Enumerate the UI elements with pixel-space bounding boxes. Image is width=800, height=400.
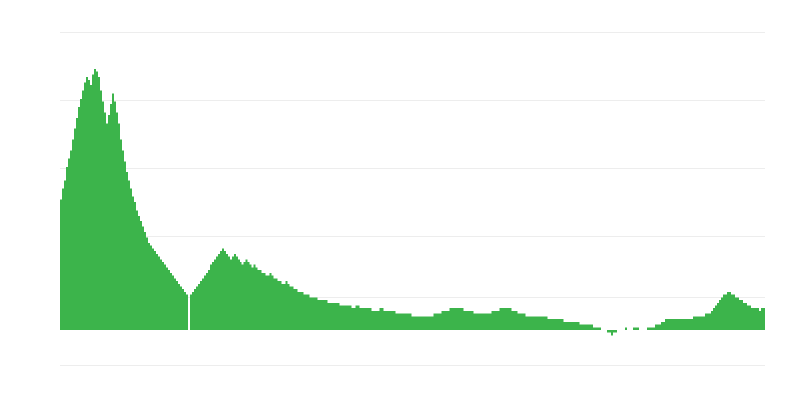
gridline-5 (60, 365, 765, 366)
area-series-group (60, 68, 765, 336)
gridline-2 (60, 168, 765, 169)
gridline-1 (60, 100, 765, 101)
gridline-4 (60, 297, 765, 298)
gridline-0 (60, 32, 765, 33)
area-series-path (60, 68, 765, 336)
gridline-3 (60, 236, 765, 237)
